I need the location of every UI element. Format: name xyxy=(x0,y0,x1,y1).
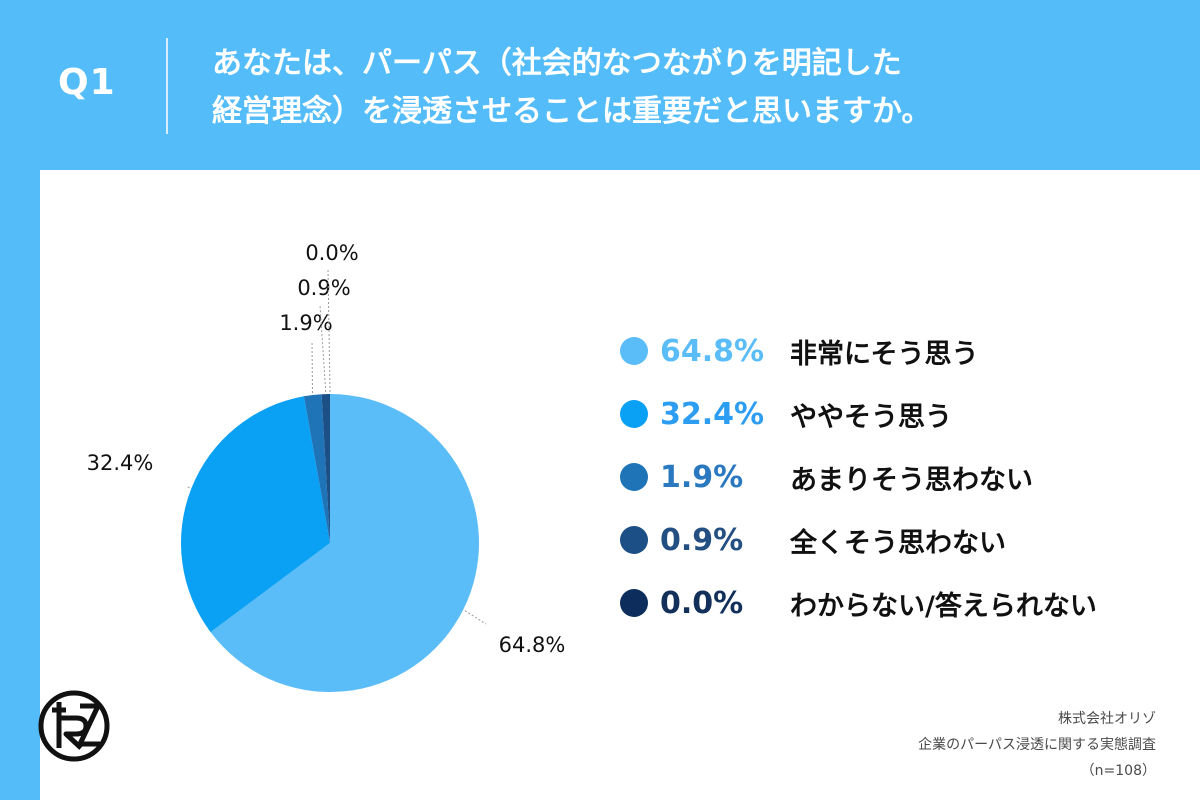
legend-item: 32.4% ややそう思う xyxy=(620,393,1180,435)
pie-leader-line xyxy=(327,268,331,393)
rz-logo-icon xyxy=(38,690,110,762)
legend-dot xyxy=(620,526,648,554)
legend-percent: 32.4% xyxy=(660,396,765,432)
question-title: あなたは、パーパス（社会的なつながりを明記した 経営理念）を浸透させることは重要… xyxy=(212,40,1172,136)
legend-label: わからない/答えられない xyxy=(790,590,1097,622)
question-header: Q1 あなたは、パーパス（社会的なつながりを明記した 経営理念）を浸透させること… xyxy=(0,0,1200,170)
legend-dot xyxy=(620,337,648,365)
chart-legend: 64.8% 非常にそう思う 32.4% ややそう思う 1.9% あまりそう思わな… xyxy=(620,330,1180,645)
legend-item: 1.9% あまりそう思わない xyxy=(620,456,1180,498)
legend-percent: 64.8% xyxy=(660,333,765,369)
pie-data-label: 1.9% xyxy=(279,311,332,335)
source-survey: 企業のパーパス浸透に関する実態調査 xyxy=(918,737,1156,753)
pie-data-label: 32.4% xyxy=(87,451,154,475)
pie-slice xyxy=(181,396,330,633)
question-number: Q1 xyxy=(58,62,116,103)
pie-slice xyxy=(321,393,330,543)
legend-label: ややそう思う xyxy=(790,401,952,433)
legend-dot xyxy=(620,463,648,491)
legend-label: あまりそう思わない xyxy=(790,464,1033,496)
legend-dot xyxy=(620,400,648,428)
legend-percent: 0.0% xyxy=(660,585,744,621)
legend-item: 64.8% 非常にそう思う xyxy=(620,330,1180,372)
source-note: 株式会社オリゾ 企業のパーパス浸透に関する実態調査 （n=108） xyxy=(736,706,1156,784)
legend-label: 非常にそう思う xyxy=(790,338,979,370)
source-company: 株式会社オリゾ xyxy=(1058,711,1156,727)
header-divider xyxy=(166,38,168,134)
legend-label: 全くそう思わない xyxy=(790,527,1006,559)
question-title-line-2: 経営理念）を浸透させることは重要だと思いますか。 xyxy=(212,94,932,129)
pie-slice xyxy=(303,394,330,543)
pie-leader-line xyxy=(464,610,487,625)
legend-item: 0.0% わからない/答えられない xyxy=(620,582,1180,624)
pie-slice xyxy=(210,394,479,692)
question-title-line-1: あなたは、パーパス（社会的なつながりを明記した xyxy=(212,46,902,81)
pie-data-label: 0.9% xyxy=(297,276,350,300)
legend-percent: 0.9% xyxy=(660,522,744,558)
legend-dot xyxy=(620,589,648,617)
source-sample: （n=108） xyxy=(1080,763,1156,779)
pie-leader-line xyxy=(319,304,327,393)
legend-item: 0.9% 全くそう思わない xyxy=(620,519,1180,561)
legend-percent: 1.9% xyxy=(660,459,744,495)
pie-data-label: 0.0% xyxy=(305,241,358,265)
pie-data-label: 64.8% xyxy=(499,633,566,657)
